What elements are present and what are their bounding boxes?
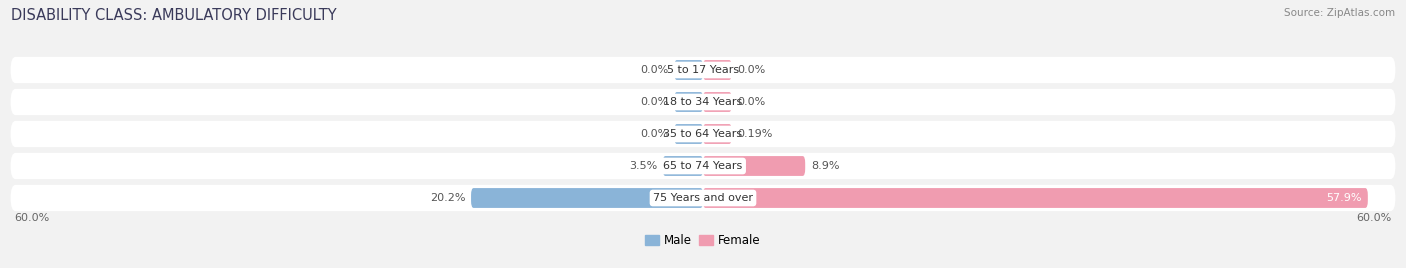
Text: 20.2%: 20.2% xyxy=(430,193,465,203)
Text: 75 Years and over: 75 Years and over xyxy=(652,193,754,203)
Legend: Male, Female: Male, Female xyxy=(641,229,765,252)
Text: 65 to 74 Years: 65 to 74 Years xyxy=(664,161,742,171)
FancyBboxPatch shape xyxy=(703,156,806,176)
FancyBboxPatch shape xyxy=(11,121,1395,147)
Text: 0.0%: 0.0% xyxy=(738,97,766,107)
FancyBboxPatch shape xyxy=(703,188,1368,208)
Text: 0.0%: 0.0% xyxy=(640,129,669,139)
FancyBboxPatch shape xyxy=(11,153,1395,179)
FancyBboxPatch shape xyxy=(471,188,703,208)
Text: 60.0%: 60.0% xyxy=(1357,213,1392,223)
Text: 0.0%: 0.0% xyxy=(738,65,766,75)
Text: 0.0%: 0.0% xyxy=(640,65,669,75)
FancyBboxPatch shape xyxy=(11,89,1395,115)
FancyBboxPatch shape xyxy=(703,92,731,112)
FancyBboxPatch shape xyxy=(675,124,703,144)
FancyBboxPatch shape xyxy=(675,92,703,112)
Text: Source: ZipAtlas.com: Source: ZipAtlas.com xyxy=(1284,8,1395,18)
Text: 0.0%: 0.0% xyxy=(640,97,669,107)
Text: 3.5%: 3.5% xyxy=(628,161,657,171)
Text: 60.0%: 60.0% xyxy=(14,213,49,223)
Text: 57.9%: 57.9% xyxy=(1327,193,1362,203)
Text: 0.19%: 0.19% xyxy=(738,129,773,139)
Text: 8.9%: 8.9% xyxy=(811,161,839,171)
Text: 35 to 64 Years: 35 to 64 Years xyxy=(664,129,742,139)
Text: DISABILITY CLASS: AMBULATORY DIFFICULTY: DISABILITY CLASS: AMBULATORY DIFFICULTY xyxy=(11,8,337,23)
FancyBboxPatch shape xyxy=(11,185,1395,211)
FancyBboxPatch shape xyxy=(703,124,731,144)
FancyBboxPatch shape xyxy=(662,156,703,176)
Text: 18 to 34 Years: 18 to 34 Years xyxy=(664,97,742,107)
Text: 5 to 17 Years: 5 to 17 Years xyxy=(666,65,740,75)
FancyBboxPatch shape xyxy=(703,60,731,80)
FancyBboxPatch shape xyxy=(675,60,703,80)
FancyBboxPatch shape xyxy=(11,57,1395,83)
